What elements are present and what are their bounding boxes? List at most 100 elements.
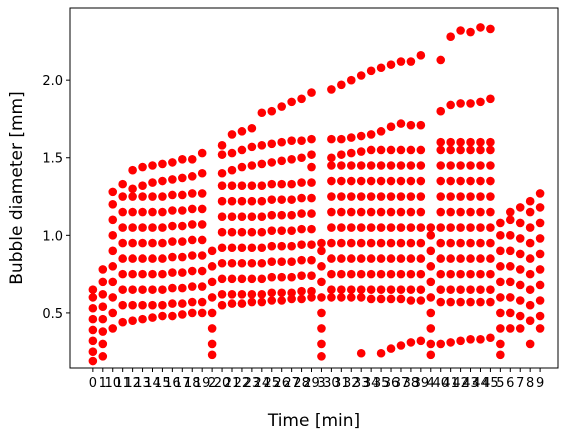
point — [446, 238, 455, 248]
point — [257, 212, 267, 222]
point — [257, 289, 267, 299]
point — [356, 269, 366, 279]
point — [217, 227, 227, 237]
x-tick-label: 32 — [343, 376, 360, 391]
point — [505, 215, 515, 225]
point — [436, 192, 446, 201]
point — [436, 297, 446, 307]
point — [476, 145, 485, 155]
point — [505, 246, 515, 256]
point — [456, 161, 465, 170]
point — [148, 285, 157, 294]
point — [178, 206, 187, 215]
x-tick-label: 20 — [214, 376, 231, 391]
point — [207, 339, 217, 349]
point — [227, 299, 237, 308]
point — [356, 192, 366, 201]
point — [356, 293, 366, 302]
point — [178, 154, 187, 164]
point — [108, 277, 118, 287]
point — [346, 176, 356, 186]
point — [327, 85, 336, 94]
point — [356, 254, 366, 263]
point — [187, 251, 197, 260]
point — [456, 223, 465, 232]
x-tick-label: 14 — [144, 376, 161, 391]
point — [197, 235, 207, 245]
point — [436, 339, 446, 349]
point — [327, 254, 336, 263]
point — [108, 231, 118, 240]
x-tick-label: 43 — [462, 376, 479, 391]
x-tick-label: 25 — [263, 376, 280, 391]
point — [386, 145, 396, 155]
point — [525, 300, 535, 310]
point — [476, 269, 485, 279]
point — [396, 57, 406, 66]
point — [376, 161, 386, 170]
point — [237, 145, 247, 155]
point — [247, 196, 257, 206]
point — [237, 243, 247, 253]
point — [366, 145, 376, 155]
point — [366, 294, 376, 304]
point — [217, 212, 227, 222]
x-tick-label: 40 — [432, 376, 449, 391]
point — [486, 333, 495, 343]
x-tick-label: 38 — [403, 376, 420, 391]
x-tick-label: 18 — [184, 376, 201, 391]
point — [128, 207, 137, 217]
y-axis-label: Bubble diameter [mm] — [7, 91, 27, 284]
point — [138, 314, 147, 324]
point — [486, 207, 495, 217]
point — [376, 192, 386, 201]
point — [257, 159, 267, 169]
point — [158, 238, 167, 248]
point — [98, 265, 108, 274]
point — [237, 127, 247, 136]
point — [158, 254, 167, 263]
point — [227, 212, 237, 222]
point — [456, 207, 465, 217]
point — [535, 189, 545, 198]
point — [446, 338, 455, 347]
point — [168, 206, 177, 215]
point — [356, 238, 366, 248]
point — [466, 176, 475, 186]
point — [128, 184, 137, 194]
point — [486, 161, 495, 170]
point — [525, 285, 535, 294]
point — [346, 192, 356, 201]
x-tick-label: 22 — [234, 376, 251, 391]
point — [515, 218, 525, 228]
point — [436, 55, 446, 65]
point — [197, 148, 207, 158]
point — [138, 181, 147, 190]
point — [476, 297, 485, 307]
x-tick-label: 8 — [526, 376, 534, 391]
point — [327, 293, 336, 302]
point — [337, 238, 346, 248]
point — [525, 254, 535, 263]
point — [466, 297, 475, 307]
point — [386, 269, 396, 279]
point — [486, 254, 495, 263]
point — [267, 241, 277, 251]
point — [187, 189, 197, 198]
point — [287, 294, 296, 304]
point — [466, 285, 475, 294]
point — [436, 106, 446, 116]
point — [237, 299, 247, 308]
point — [356, 131, 366, 141]
point — [366, 238, 376, 248]
point — [406, 223, 416, 232]
point — [396, 119, 406, 128]
point — [476, 161, 485, 170]
point — [505, 262, 515, 271]
point — [386, 294, 396, 304]
point — [317, 352, 326, 361]
point — [227, 258, 237, 268]
point — [287, 179, 296, 189]
point — [505, 277, 515, 287]
